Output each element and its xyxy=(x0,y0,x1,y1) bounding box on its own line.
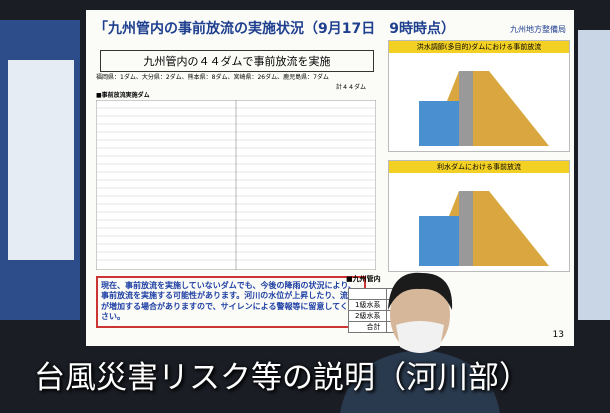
right-monitor xyxy=(578,30,610,320)
panel: 洪水調節(多目的)ダムにおける事前放流 xyxy=(388,40,570,152)
breakdown: 福岡県：1ダム、大分県：2ダム、熊本県：8ダム、宮崎県：26ダム、鹿児島県：7ダ… xyxy=(96,72,329,81)
screenshot: 「九州管内の事前放流の実施状況（9月17日 9時時点） 九州地方整備局 九州管内… xyxy=(0,0,610,413)
dam-diagram xyxy=(399,61,559,146)
total: 計４４ダム xyxy=(336,82,366,91)
headline: 九州管内の４４ダムで事前放流を実施 xyxy=(100,50,374,72)
notice: 現在、事前放流を実施していないダムでも、今後の降雨の状況により、事前放流を実施す… xyxy=(96,276,366,328)
caption: 台風災害リスク等の説明（河川部） xyxy=(34,352,530,397)
page-number: 13 xyxy=(553,330,564,340)
panel-title: 利水ダムにおける事前放流 xyxy=(389,161,569,173)
org: 九州地方整備局 xyxy=(510,24,566,35)
dam-table xyxy=(96,100,376,270)
table-caption: ■事前放流実施ダム xyxy=(96,90,150,99)
left-window xyxy=(8,60,74,260)
dam-diagram xyxy=(399,181,559,266)
slide-title: 「九州管内の事前放流の実施状況（9月17日 9時時点） xyxy=(94,18,455,38)
panel-title: 洪水調節(多目的)ダムにおける事前放流 xyxy=(389,41,569,53)
panel: 利水ダムにおける事前放流 xyxy=(388,160,570,272)
